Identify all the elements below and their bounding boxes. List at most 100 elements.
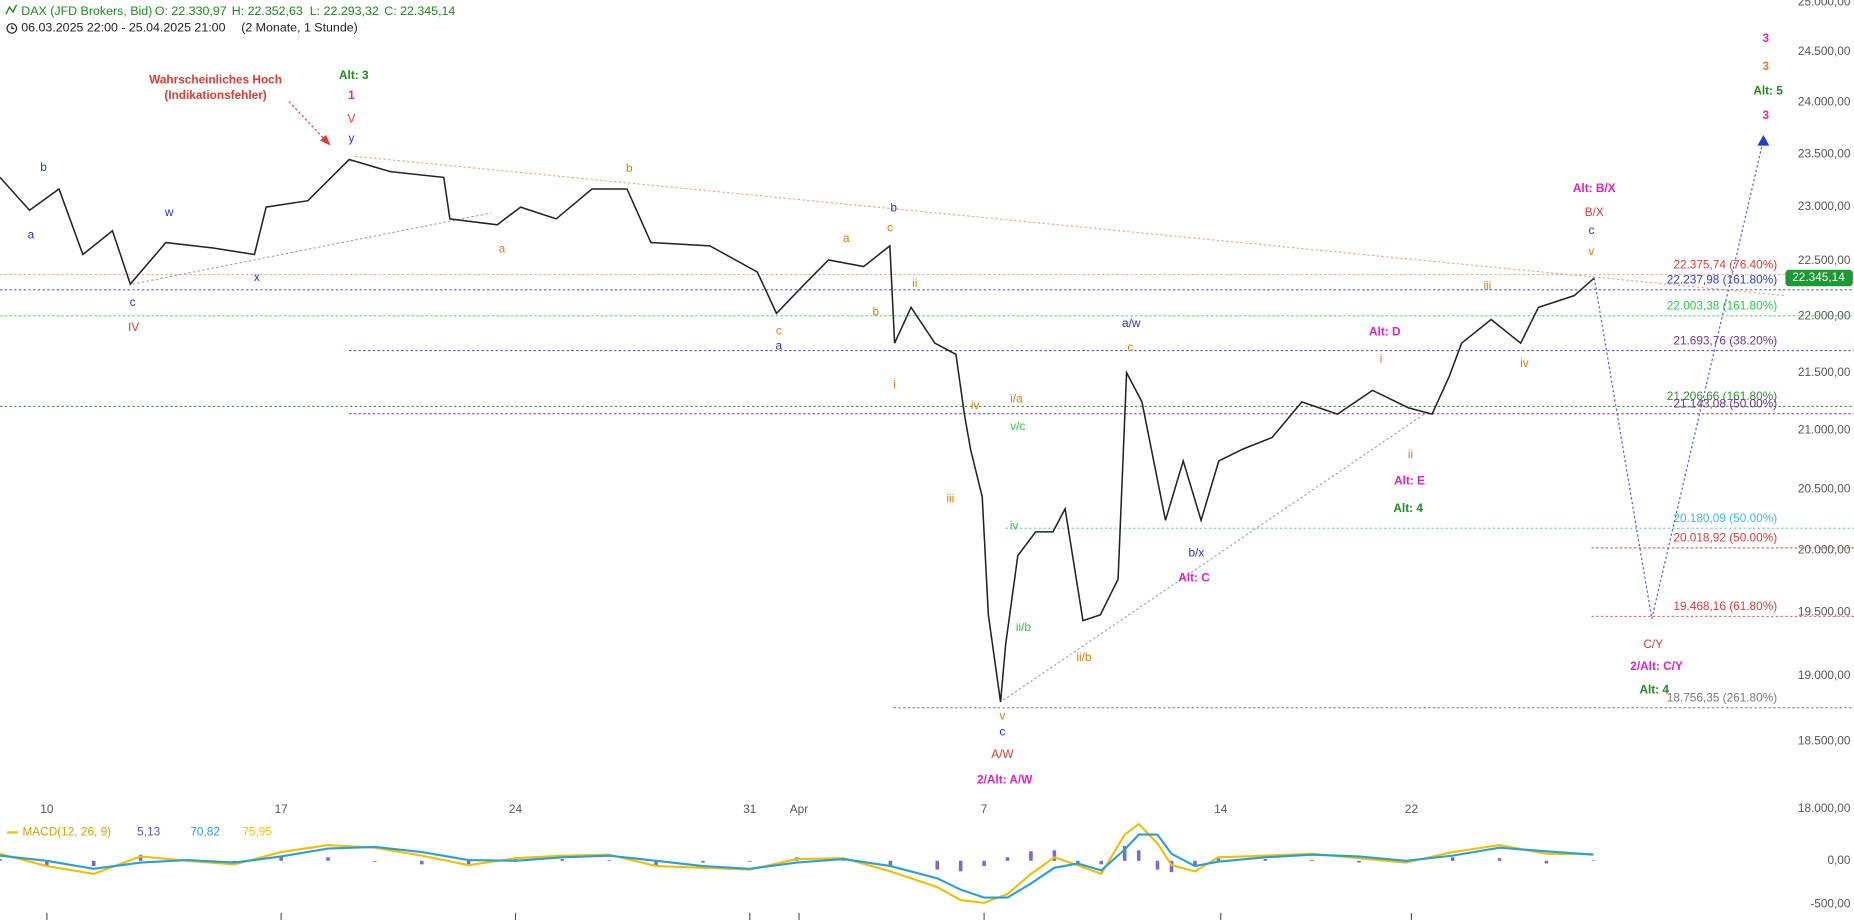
wave-label: iii (1483, 278, 1491, 292)
macd-histogram-bar (701, 860, 705, 863)
price-line (0, 158, 1595, 703)
macd-histogram-bar (1450, 857, 1455, 861)
wave-label: c (1588, 223, 1594, 237)
wave-label: Alt: 4 (1639, 682, 1669, 696)
macd-histogram-bar (1263, 859, 1268, 861)
wave-label: i/a (1010, 392, 1023, 406)
symbol-icon (5, 4, 18, 15)
wave-label: (Indikationsfehler) (164, 88, 266, 102)
last-price-badge (1785, 269, 1853, 287)
macd-histogram-bar (279, 856, 283, 861)
wave-label: a/w (1122, 316, 1141, 330)
trendline (132, 212, 492, 285)
macd-histogram-bar (1122, 845, 1127, 861)
wave-label: b (890, 200, 897, 214)
wave-label: B/X (1585, 205, 1604, 219)
macd-histogram-bar (1169, 860, 1174, 873)
macd-histogram-bar (1310, 859, 1314, 861)
fib-level-label: 21.693,76 (38.20%) (1673, 333, 1777, 347)
x-tick-label: 24 (509, 802, 523, 816)
fib-level-label: 20.018,92 (50.00%) (1673, 531, 1777, 545)
y-tick-label: 25.000,00 (1798, 0, 1851, 9)
wave-label: A/W (991, 747, 1014, 761)
symbol: DAX (JFD Brokers, Bid) (21, 4, 152, 18)
wave-label: iii (946, 491, 954, 505)
macd-legend-swatch (7, 831, 18, 834)
y-tick-label: 22.000,00 (1798, 308, 1851, 322)
wave-label: 3 (1762, 31, 1769, 45)
y-tick-label: 24.000,00 (1798, 95, 1851, 109)
macd-histogram-bar (748, 860, 752, 862)
macd-histogram-bar (654, 860, 658, 867)
macd-histogram-bar (1591, 860, 1596, 861)
macd-line (0, 833, 1594, 899)
wave-label: ii/b (1016, 620, 1032, 634)
macd-histogram-bar (1136, 850, 1141, 861)
macd-histogram-bar (841, 859, 846, 861)
wave-label: a (499, 242, 506, 256)
wave-label: Alt: E (1394, 473, 1425, 487)
wave-label: ii/b (1076, 650, 1092, 664)
macd-histogram-bar (0, 859, 2, 861)
wave-label: w (164, 205, 174, 219)
macd-histogram-bar (373, 860, 377, 862)
wave-label: v (999, 709, 1005, 723)
y-tick-label: 21.500,00 (1798, 365, 1851, 379)
trendline (1002, 412, 1427, 701)
wave-label: Alt: 5 (1753, 84, 1783, 98)
fib-level-label: 21.143,08 (50.00%) (1673, 396, 1777, 410)
wave-label: c (130, 295, 136, 309)
macd-histogram-bar (466, 860, 471, 867)
y-tick-label: 20.500,00 (1798, 482, 1851, 496)
macd-histogram-bar (91, 860, 96, 867)
wave-label: ii (1408, 447, 1413, 461)
wave-label: a (843, 231, 850, 245)
macd-histogram-bar (1155, 860, 1160, 870)
wave-label: a (28, 228, 35, 242)
wave-label: b (873, 304, 880, 318)
fib-level-label: 19.468,16 (61.80%) (1673, 599, 1777, 613)
x-tick-label: 17 (275, 802, 288, 816)
high: H: 22.352,63 (232, 4, 303, 18)
macd-histogram-bar (935, 860, 940, 870)
fib-level-label: 18.756,35 (261.80%) (1667, 690, 1777, 704)
macd-histogram-bar (958, 860, 963, 872)
fib-level-label: 22.237,98 (161.80%) (1667, 272, 1777, 286)
y-tick-label: 22.500,00 (1798, 253, 1851, 267)
wave-label: i (1380, 352, 1383, 366)
open: O: 22.330,97 (155, 4, 227, 18)
wave-label: 2/Alt: A/W (977, 772, 1033, 786)
wave-label: a (776, 339, 783, 353)
date-range: 06.03.2025 22:00 - 25.04.2025 21:00 (21, 21, 225, 35)
macd-histogram-bar (1052, 850, 1057, 861)
wave-label: Alt: B/X (1573, 181, 1616, 195)
wave-label: C/Y (1643, 637, 1663, 651)
wave-label: 1 (348, 88, 355, 102)
macd-histogram-bar (1497, 858, 1502, 861)
forecast-arrow (1757, 134, 1770, 146)
macd-value-label: 70,82 (190, 825, 220, 839)
wave-label: x (254, 270, 260, 284)
header: DAX (JFD Brokers, Bid) O: 22.330,97 H: 2… (5, 4, 455, 35)
fib-level-label: 21.206,66 (161.80%) (1667, 389, 1777, 403)
wave-label: V (348, 112, 356, 126)
macd-histogram-bar (1216, 856, 1221, 861)
macd-histogram-bar (1099, 860, 1104, 865)
wave-label: y (349, 131, 355, 145)
y-tick-label: 21.000,00 (1798, 423, 1851, 437)
macd-histogram-bar (888, 860, 893, 867)
x-tick-label: Apr (790, 802, 808, 816)
fib-level-label: 22.003,38 (161.80%) (1667, 298, 1777, 312)
trendline (355, 155, 1786, 297)
wave-label: b (626, 161, 633, 175)
close: C: 22.345,14 (384, 4, 455, 18)
clock-hand (11, 25, 15, 30)
fib-level-label: 20.180,09 (50.00%) (1673, 511, 1777, 525)
macd-histogram-bar (560, 859, 565, 861)
wave-label: v (1588, 244, 1594, 258)
macd-histogram-bar (1076, 860, 1080, 863)
macd-histogram-bar (1005, 857, 1010, 861)
y-tick-label: 19.500,00 (1798, 604, 1851, 618)
forecast-line (1593, 139, 1765, 619)
